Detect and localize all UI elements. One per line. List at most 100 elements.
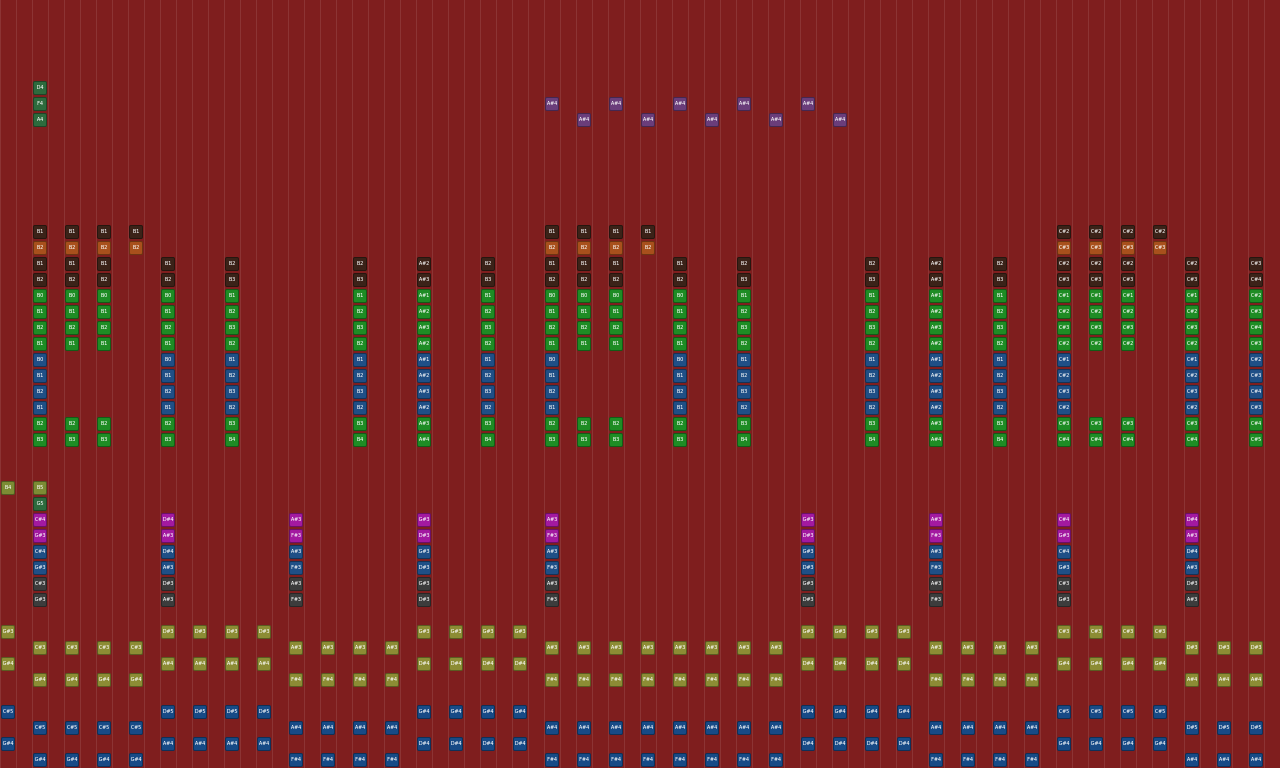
note-cell-chord-green[interactable]: A#2 [929, 337, 943, 351]
note-cell-bass-olive[interactable]: A#3 [993, 641, 1007, 655]
note-cell-chord-green[interactable]: B1 [545, 305, 559, 319]
note-cell-chord-green[interactable]: A#2 [417, 337, 431, 351]
note-cell-chord-green[interactable]: B4 [481, 433, 495, 447]
note-cell-chord-green[interactable]: A#3 [417, 321, 431, 335]
note-cell-bass-olive[interactable]: A#3 [705, 641, 719, 655]
note-cell-bass-olive[interactable]: F#4 [1025, 673, 1039, 687]
note-cell-chord-green[interactable]: B1 [577, 337, 591, 351]
note-cell-upper-chord[interactable]: B1 [33, 257, 47, 271]
note-cell-bass-olive[interactable]: D#4 [449, 657, 463, 671]
note-cell-chord-green[interactable]: B3 [865, 417, 879, 431]
note-cell-upper-accent[interactable]: C#3 [1057, 241, 1071, 255]
note-cell-bass-blue[interactable]: A#4 [737, 721, 751, 735]
note-cell-chord-green[interactable]: B2 [865, 305, 879, 319]
note-cell-bass-olive[interactable]: F#4 [289, 673, 303, 687]
note-cell-upper-chord[interactable]: C#3 [1057, 273, 1071, 287]
note-cell-chord-blue[interactable]: B1 [673, 401, 687, 415]
note-cell-bass-olive[interactable]: A#3 [577, 641, 591, 655]
note-cell-bass-olive[interactable]: G#4 [1089, 657, 1103, 671]
note-cell-bass-olive[interactable]: G#3 [897, 625, 911, 639]
note-cell-bass-olive[interactable]: G#3 [865, 625, 879, 639]
note-cell-bass-olive[interactable]: A#3 [769, 641, 783, 655]
note-cell-lead-blue[interactable]: G#3 [33, 561, 47, 575]
note-cell-bass-olive[interactable]: C#3 [129, 641, 143, 655]
note-cell-chord-blue[interactable]: C#2 [1057, 401, 1071, 415]
note-cell-bass-blue[interactable]: D#4 [833, 737, 847, 751]
note-cell-chord-green[interactable]: B0 [609, 289, 623, 303]
note-cell-chord-green[interactable]: C#3 [1121, 321, 1135, 335]
note-cell-bass-blue[interactable]: F#4 [673, 753, 687, 767]
note-cell-chord-blue[interactable]: B2 [737, 401, 751, 415]
note-cell-upper-chord[interactable]: B2 [161, 273, 175, 287]
note-cell-bass-olive[interactable]: D#3 [1249, 641, 1263, 655]
note-cell-lead-blue[interactable]: G#3 [1057, 561, 1071, 575]
note-cell-bass-olive[interactable]: D#3 [257, 625, 271, 639]
note-cell-bass-olive[interactable]: F#4 [545, 673, 559, 687]
note-cell-chord-blue[interactable]: B1 [161, 401, 175, 415]
note-cell-chord-green[interactable]: B4 [225, 433, 239, 447]
note-cell-bass-blue[interactable]: G#4 [1057, 737, 1071, 751]
note-cell-chord-green[interactable]: C#2 [1089, 305, 1103, 319]
note-cell-chord-green[interactable]: B1 [65, 305, 79, 319]
note-cell-chord-green[interactable]: B3 [673, 433, 687, 447]
note-cell-upper-chord[interactable]: A#2 [417, 257, 431, 271]
note-cell-bass-blue[interactable]: D#4 [417, 737, 431, 751]
note-cell-bass-olive[interactable]: A#4 [161, 657, 175, 671]
note-cell-upper-chord[interactable]: B3 [993, 273, 1007, 287]
note-cell-chord-green[interactable]: B1 [481, 289, 495, 303]
note-cell-bass-olive[interactable]: A#3 [609, 641, 623, 655]
note-cell-bass-olive[interactable]: G#3 [801, 625, 815, 639]
note-cell-chord-green[interactable]: B1 [97, 305, 111, 319]
note-cell-chord-green[interactable]: B1 [161, 337, 175, 351]
note-cell-upper-chord[interactable]: C#2 [1057, 257, 1071, 271]
note-cell-upper-chord[interactable]: B2 [993, 257, 1007, 271]
note-cell-bass-blue[interactable]: A#4 [961, 721, 975, 735]
note-cell-chord-blue[interactable]: A#2 [929, 401, 943, 415]
note-cell-lead-blue[interactable]: G#3 [417, 545, 431, 559]
note-cell-chord-green[interactable]: B2 [353, 337, 367, 351]
note-cell-bass-blue[interactable]: C#5 [33, 721, 47, 735]
note-cell-lead-blue[interactable]: F#3 [929, 561, 943, 575]
note-cell-bass-blue[interactable]: A#4 [161, 737, 175, 751]
note-cell-upper-chord[interactable]: B1 [97, 257, 111, 271]
note-cell-chord-blue[interactable]: B2 [161, 385, 175, 399]
note-cell-chord-green[interactable]: A#1 [929, 289, 943, 303]
note-cell-chord-green[interactable]: B1 [545, 337, 559, 351]
note-cell-bass-blue[interactable]: D#4 [481, 737, 495, 751]
note-cell-bass-olive[interactable]: D#3 [1185, 641, 1199, 655]
note-cell-bass-olive[interactable]: F#4 [609, 673, 623, 687]
note-cell-bass-blue[interactable]: G#4 [449, 705, 463, 719]
note-cell-bass-olive[interactable]: A#3 [1025, 641, 1039, 655]
note-cell-bass-blue[interactable]: G#4 [1153, 737, 1167, 751]
note-cell-bass-olive[interactable]: D#4 [801, 657, 815, 671]
note-cell-chord-green[interactable]: B2 [65, 321, 79, 335]
note-cell-chord-blue[interactable]: A#2 [929, 369, 943, 383]
note-cell-chord-green[interactable]: C#2 [1185, 305, 1199, 319]
note-cell-bass-blue[interactable]: D#5 [193, 705, 207, 719]
note-cell-upper-chord[interactable]: B1 [673, 257, 687, 271]
note-cell-bass-olive[interactable]: D#3 [193, 625, 207, 639]
note-cell-lead-magenta[interactable]: D#4 [161, 513, 175, 527]
note-cell-upper-chord[interactable]: B2 [577, 273, 591, 287]
note-cell-bass-blue[interactable]: D#5 [1249, 721, 1263, 735]
note-cell-chord-green[interactable]: B1 [33, 337, 47, 351]
note-cell-bass-olive[interactable]: G#3 [833, 625, 847, 639]
note-cell-bass-blue[interactable]: F#4 [641, 753, 655, 767]
note-cell-chord-green[interactable]: C#3 [1057, 417, 1071, 431]
note-cell-bass-olive[interactable]: C#3 [1153, 625, 1167, 639]
note-cell-upper-chord[interactable]: C#2 [1185, 257, 1199, 271]
note-cell-chord-blue[interactable]: B1 [481, 353, 495, 367]
note-cell-chord-green[interactable]: B1 [161, 305, 175, 319]
note-cell-bass-olive[interactable]: A#3 [385, 641, 399, 655]
note-cell-bass-blue[interactable]: A#4 [769, 721, 783, 735]
note-cell-chord-blue[interactable]: C#2 [1185, 369, 1199, 383]
note-cell-chord-blue[interactable]: C#2 [1185, 401, 1199, 415]
note-cell-chord-green[interactable]: B3 [161, 433, 175, 447]
note-cell-chord-blue[interactable]: B1 [33, 401, 47, 415]
note-cell-lead-magenta[interactable]: A#3 [929, 513, 943, 527]
note-cell-bass-olive[interactable]: D#3 [161, 625, 175, 639]
note-cell-bass-blue[interactable]: F#4 [545, 753, 559, 767]
note-cell-chord-blue[interactable]: B2 [865, 369, 879, 383]
note-cell-chord-green[interactable]: C#3 [1249, 337, 1263, 351]
note-cell-chord-green[interactable]: C#2 [1185, 337, 1199, 351]
